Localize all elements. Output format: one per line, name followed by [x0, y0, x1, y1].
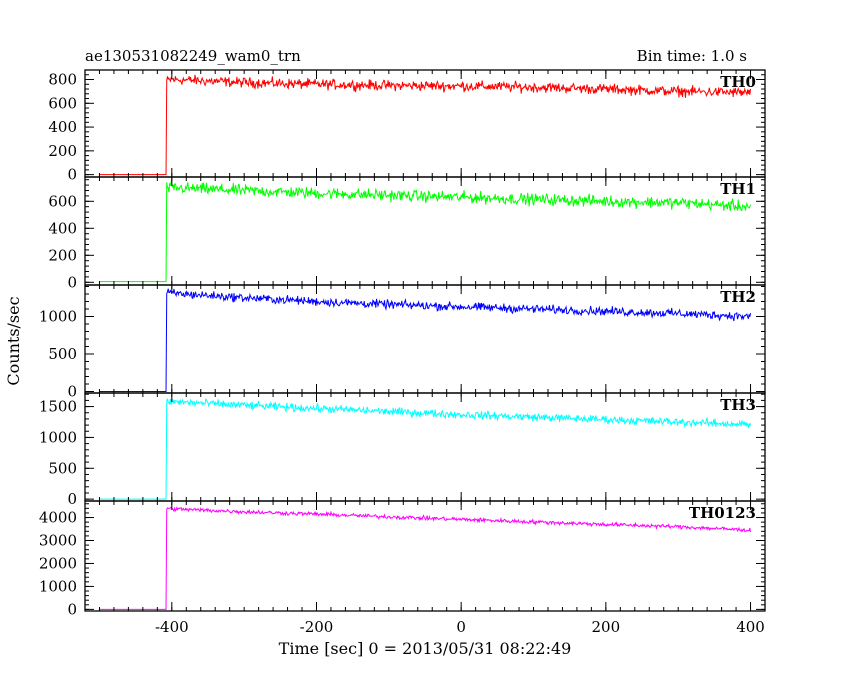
series-th1	[99, 180, 752, 283]
x-tick-label: 0	[456, 618, 466, 636]
panel-frame	[84, 284, 766, 394]
panel-th3: 0 500 1000 1500 TH3	[39, 392, 766, 508]
y-tick-label: 0	[67, 600, 77, 618]
y-tick-label: 2000	[39, 554, 77, 572]
y-tick-label: 1000	[39, 577, 77, 595]
y-tick-label: 800	[48, 71, 77, 89]
panels: 0 200 400 600 800 TH0 0 200 400 600 TH1 0 500 1000 TH2…	[39, 69, 766, 636]
y-tick-label: 600	[48, 192, 77, 210]
panel-th2: 0 500 1000 TH2	[39, 284, 766, 401]
series-label: TH0	[720, 73, 756, 91]
series-th3	[99, 398, 752, 500]
x-tick-label: 400	[736, 618, 765, 636]
y-tick-label: 1500	[39, 398, 77, 416]
y-tick-label: 200	[48, 246, 77, 264]
chart-title: ae130531082249_wam0_trn	[85, 47, 301, 65]
y-tick-label: 0	[67, 490, 77, 508]
y-tick-label: 500	[48, 345, 77, 363]
series-label: TH1	[720, 180, 756, 198]
y-tick-label: 200	[48, 142, 77, 160]
panel-th0123: 0 1000 2000 3000 4000 TH0123 -400 -200 0 200 400	[39, 500, 766, 636]
panel-th1: 0 200 400 600 TH1	[48, 176, 766, 291]
x-tick-label: -200	[300, 618, 334, 636]
series-th0	[99, 74, 752, 176]
y-tick-label: 0	[67, 383, 77, 401]
bin-time-label: Bin time: 1.0 s	[637, 47, 747, 65]
y-tick-label: 0	[67, 273, 77, 291]
series-label: TH0123	[689, 504, 756, 522]
x-axis-title: Time [sec] 0 = 2013/05/31 08:22:49	[279, 639, 572, 658]
y-tick-label: 1000	[39, 308, 77, 326]
x-tick-label: -400	[155, 618, 189, 636]
y-tick-label: 400	[48, 219, 77, 237]
panel-frame	[84, 500, 766, 612]
series-label: TH3	[720, 396, 756, 414]
series-th2	[99, 288, 752, 392]
series-label: TH2	[720, 288, 756, 306]
y-tick-label: 1000	[39, 428, 77, 446]
y-tick-label: 3000	[39, 531, 77, 549]
series-th0123	[99, 506, 752, 610]
panel-th0: 0 200 400 600 800 TH0	[48, 69, 766, 184]
y-tick-label: 600	[48, 94, 77, 112]
y-tick-label: 400	[48, 118, 77, 136]
y-tick-label: 4000	[39, 509, 77, 527]
y-axis-title: Counts/sec	[4, 296, 23, 385]
y-tick-label: 0	[67, 166, 77, 184]
panel-frame	[84, 392, 766, 502]
x-tick-label: 200	[592, 618, 621, 636]
y-tick-label: 500	[48, 459, 77, 477]
